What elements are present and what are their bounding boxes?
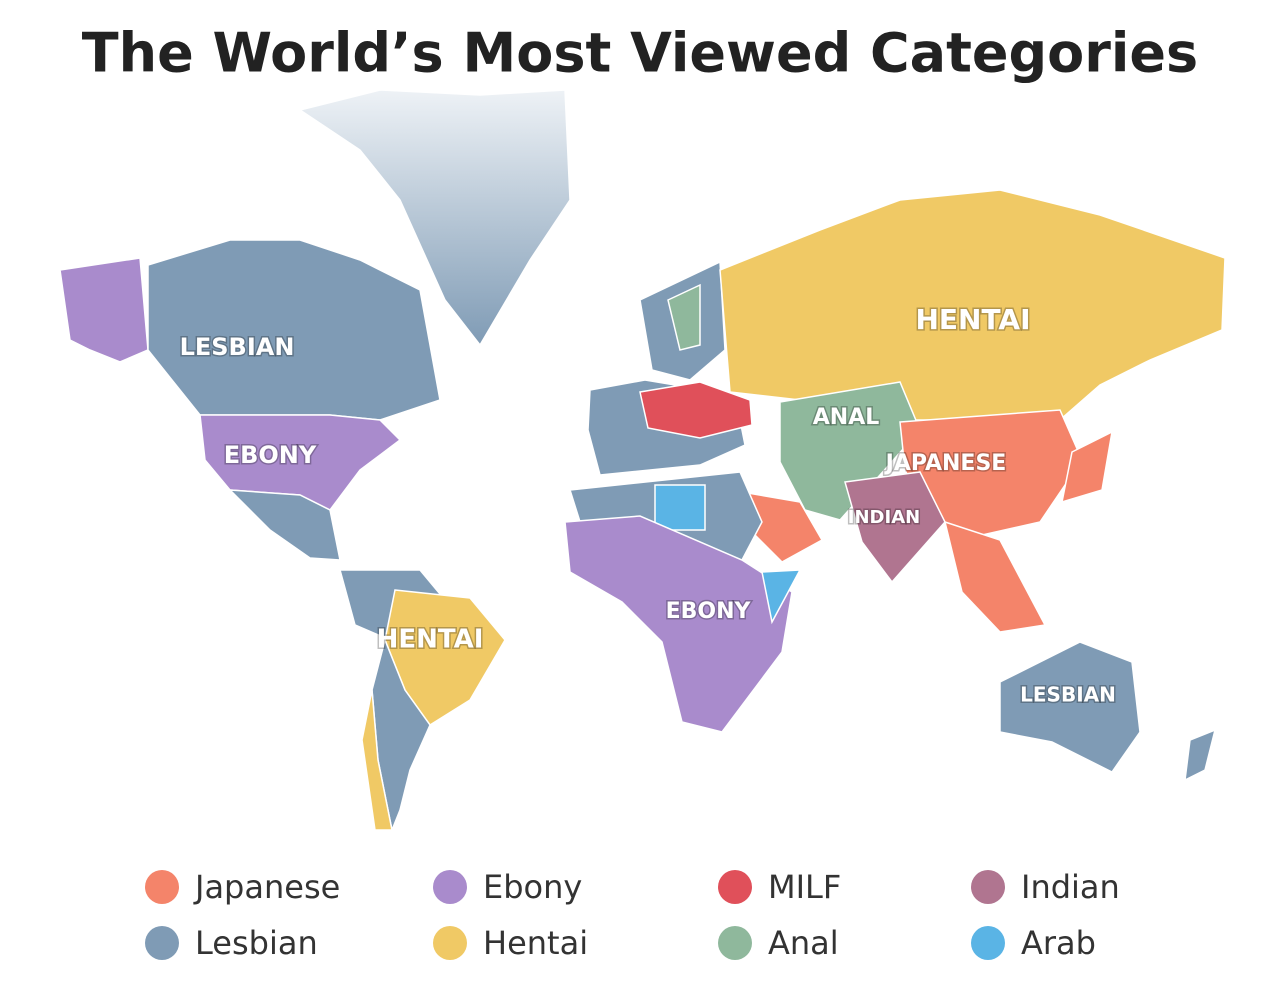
region: [228, 489, 341, 561]
region: [667, 283, 701, 351]
region: [943, 520, 1047, 633]
legend-label: Japanese: [193, 868, 340, 906]
legend-label: MILF: [768, 868, 841, 906]
legend-swatch: [433, 926, 467, 960]
title: The World’s Most Viewed Categories: [82, 22, 1198, 85]
legend-label: Hentai: [483, 924, 588, 962]
legend-label: Indian: [1021, 868, 1120, 906]
region: [199, 414, 402, 511]
region: [999, 641, 1141, 773]
map-label: JAPANESE: [884, 451, 1007, 476]
legend-swatch: [145, 870, 179, 904]
map-label: HENTAI: [377, 625, 484, 655]
legend-swatch: [971, 870, 1005, 904]
region: [654, 484, 706, 531]
legend-label: Lesbian: [195, 924, 318, 962]
region: [1061, 430, 1113, 504]
legend: Japanese Ebony MILF Indian Lesbian Hentai Anal…: [145, 868, 1120, 962]
map-label: HENTAI: [915, 303, 1030, 336]
legend-label: Ebony: [483, 868, 582, 906]
region: [147, 239, 441, 421]
region: [361, 689, 393, 831]
legend-swatch: [433, 870, 467, 904]
legend-label: Anal: [768, 924, 839, 962]
legend-label: Arab: [1021, 924, 1096, 962]
world-map: [59, 89, 1226, 833]
map-label: EBONY: [224, 441, 317, 469]
region: [298, 89, 571, 347]
region: [844, 471, 946, 584]
map-label: LESBIAN: [180, 333, 295, 361]
region: [564, 515, 793, 733]
region: [1184, 728, 1217, 782]
map-label: INDIAN: [848, 507, 920, 528]
legend-swatch: [145, 926, 179, 960]
map-label: EBONY: [666, 599, 752, 624]
region: [639, 381, 753, 439]
map-label: ANAL: [813, 405, 879, 430]
region: [761, 569, 802, 625]
map-label: LESBIAN: [1020, 683, 1116, 707]
legend-swatch: [718, 926, 752, 960]
region: [59, 257, 149, 363]
legend-swatch: [971, 926, 1005, 960]
legend-swatch: [718, 870, 752, 904]
